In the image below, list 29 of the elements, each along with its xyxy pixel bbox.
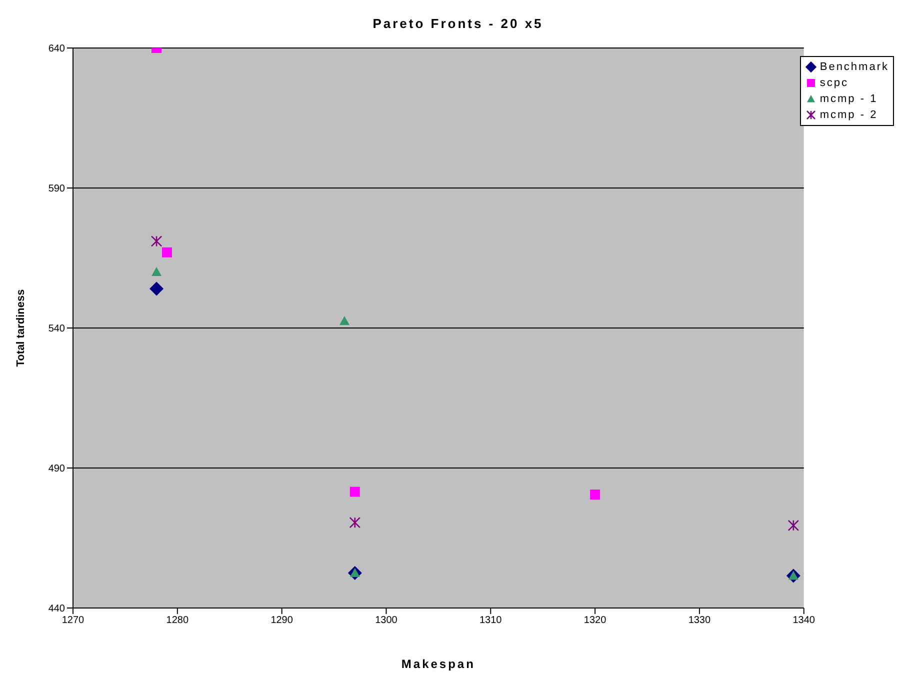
point [150, 282, 164, 296]
y-tick-label: 540 [48, 324, 66, 335]
point [162, 247, 172, 258]
point [350, 486, 360, 497]
legend-label: Benchmark [820, 60, 889, 75]
point [150, 236, 162, 247]
x-tick-label: 1300 [375, 615, 398, 626]
legend-label: mcmp - 2 [820, 108, 878, 123]
point [339, 316, 350, 325]
y-tick-label: 640 [48, 44, 66, 55]
x-tick-label: 1290 [270, 615, 294, 626]
x-tick-label: 1330 [688, 615, 712, 626]
point [349, 516, 361, 528]
legend-label: scpc [820, 76, 848, 91]
x-tick-label: 1310 [480, 615, 502, 626]
x-tick-label: 1340 [792, 615, 816, 626]
x-axis-title: Makespan [401, 657, 476, 671]
point [788, 520, 800, 532]
legend-label: mcmp - 1 [820, 92, 878, 107]
y-axis-title: Total tardiness [14, 289, 27, 367]
y-tick-label: 440 [48, 604, 66, 615]
y-tick-label: 590 [48, 184, 66, 195]
x-tick-label: 1320 [584, 615, 607, 626]
chart-title: Pareto Fronts - 20 x5 [372, 15, 544, 33]
x-tick-label: 1270 [62, 615, 85, 626]
point [152, 267, 162, 276]
point [590, 490, 600, 500]
x-tick-label: 1280 [166, 615, 189, 626]
y-tick-label: 490 [48, 464, 66, 475]
